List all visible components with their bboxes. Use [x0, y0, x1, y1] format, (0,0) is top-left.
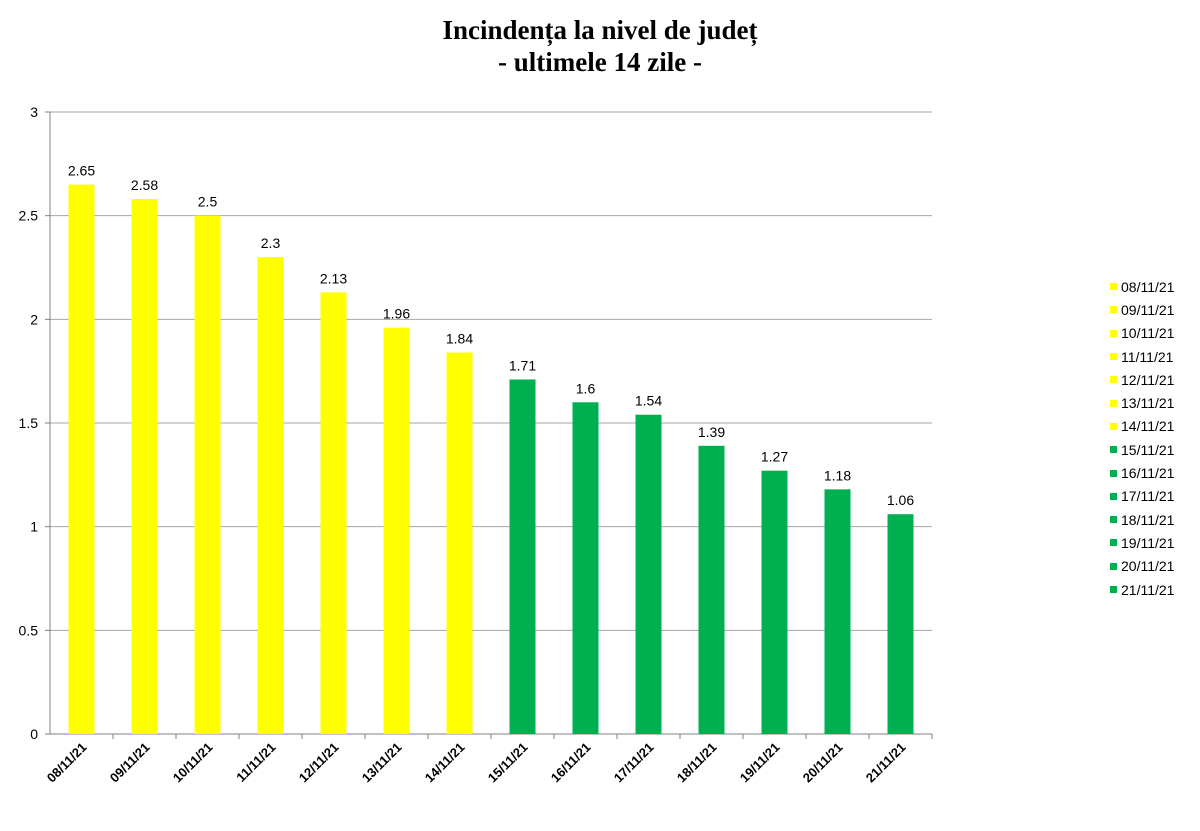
bar — [383, 327, 410, 734]
legend-swatch — [1110, 329, 1117, 337]
legend-label: 08/11/21 — [1121, 278, 1175, 295]
legend-label: 15/11/21 — [1121, 441, 1175, 458]
x-tick-label: 13/11/21 — [359, 740, 405, 786]
x-tick-label: 11/11/21 — [233, 740, 278, 785]
bar-value-label: 2.3 — [261, 235, 281, 251]
bar — [446, 352, 473, 734]
legend-swatch — [1110, 539, 1117, 547]
legend-swatch — [1110, 399, 1117, 407]
y-tick-label: 1 — [30, 519, 38, 535]
legend-item: 08/11/21 — [1110, 275, 1174, 298]
y-tick-label: 1.5 — [19, 415, 39, 431]
legend-item: 14/11/21 — [1110, 415, 1174, 438]
legend-swatch — [1110, 422, 1117, 430]
legend-item: 10/11/21 — [1110, 322, 1174, 345]
x-tick-label: 08/11/21 — [44, 740, 90, 786]
legend-label: 16/11/21 — [1121, 465, 1175, 482]
bar-value-label: 1.54 — [635, 393, 662, 409]
legend-swatch — [1110, 469, 1117, 477]
legend-item: 12/11/21 — [1110, 368, 1174, 391]
x-tick-label: 14/11/21 — [422, 740, 468, 786]
legend-label: 10/11/21 — [1121, 325, 1175, 342]
x-tick-label: 21/11/21 — [863, 740, 909, 786]
y-tick-label: 2 — [30, 311, 38, 327]
bar-value-label: 1.96 — [383, 306, 410, 322]
bar-value-label: 1.18 — [824, 467, 851, 483]
bar — [887, 514, 914, 734]
legend-swatch — [1110, 353, 1117, 361]
legend-item: 19/11/21 — [1110, 531, 1174, 554]
bar — [194, 215, 221, 734]
legend-item: 09/11/21 — [1110, 298, 1174, 321]
legend-label: 13/11/21 — [1121, 395, 1175, 412]
bar-value-label: 1.39 — [698, 424, 725, 440]
bar-value-label: 1.27 — [761, 449, 788, 465]
y-tick-label: 3 — [30, 104, 38, 120]
legend-item: 16/11/21 — [1110, 461, 1174, 484]
bar — [761, 470, 788, 734]
legend-swatch — [1110, 376, 1117, 384]
bar — [68, 184, 95, 735]
legend-swatch — [1110, 586, 1117, 593]
legend-item: 21/11/21 — [1110, 578, 1174, 601]
chart-title: Incindența la nivel de județ — [442, 15, 758, 45]
bar — [257, 257, 284, 734]
x-tick-label: 19/11/21 — [737, 740, 783, 786]
y-tick-label: 0.5 — [19, 622, 39, 638]
legend-item: 18/11/21 — [1110, 508, 1174, 531]
legend-item: 20/11/21 — [1110, 555, 1174, 578]
legend-item: 11/11/21 — [1110, 345, 1174, 368]
bar-value-label: 2.5 — [198, 194, 218, 210]
chart-subtitle: - ultimele 14 zile - — [498, 47, 702, 77]
y-tick-label: 2.5 — [19, 208, 39, 224]
bar-value-label: 2.13 — [320, 270, 347, 286]
legend-label: 09/11/21 — [1121, 301, 1175, 318]
legend-swatch — [1110, 446, 1117, 454]
legend-label: 11/11/21 — [1121, 348, 1174, 365]
legend-label: 18/11/21 — [1121, 511, 1175, 528]
x-tick-label: 09/11/21 — [107, 740, 153, 786]
bar — [509, 379, 536, 734]
bar — [572, 402, 599, 734]
chart-title-block: Incindența la nivel de județ - ultimele … — [300, 14, 900, 78]
legend-label: 17/11/21 — [1121, 488, 1175, 505]
legend-swatch — [1110, 283, 1117, 291]
x-tick-label: 12/11/21 — [296, 740, 342, 786]
x-tick-label: 15/11/21 — [485, 740, 531, 786]
legend-swatch — [1110, 492, 1117, 500]
bar-value-label: 1.84 — [446, 331, 473, 347]
bar — [824, 489, 851, 734]
bar — [320, 292, 347, 734]
bar — [698, 445, 725, 734]
legend-swatch — [1110, 306, 1117, 314]
legend-item: 17/11/21 — [1110, 485, 1174, 508]
x-tick-label: 10/11/21 — [170, 740, 216, 786]
legend-label: 12/11/21 — [1121, 371, 1175, 388]
x-tick-label: 17/11/21 — [611, 740, 657, 786]
bar-value-label: 1.71 — [509, 357, 536, 373]
legend-item: 15/11/21 — [1110, 438, 1174, 461]
bar — [131, 199, 158, 734]
x-tick-label: 18/11/21 — [674, 740, 720, 786]
x-tick-label: 16/11/21 — [548, 740, 594, 786]
bar-value-label: 2.58 — [131, 177, 158, 193]
chart-legend: 08/11/21 09/11/21 10/11/21 11/11/21 12/11/21… — [1110, 275, 1174, 601]
legend-swatch — [1110, 516, 1117, 524]
y-tick-label: 0 — [30, 726, 38, 742]
legend-swatch — [1110, 562, 1117, 570]
legend-item: 13/11/21 — [1110, 391, 1174, 414]
bar-value-label: 2.65 — [68, 163, 95, 179]
legend-label: 20/11/21 — [1121, 558, 1175, 575]
bar-value-label: 1.06 — [887, 492, 914, 508]
x-tick-label: 20/11/21 — [800, 740, 846, 786]
bar-value-label: 1.6 — [576, 380, 596, 396]
legend-label: 14/11/21 — [1121, 418, 1175, 435]
legend-label: 19/11/21 — [1121, 534, 1175, 551]
bar — [635, 414, 662, 734]
legend-label: 21/11/21 — [1121, 581, 1175, 598]
